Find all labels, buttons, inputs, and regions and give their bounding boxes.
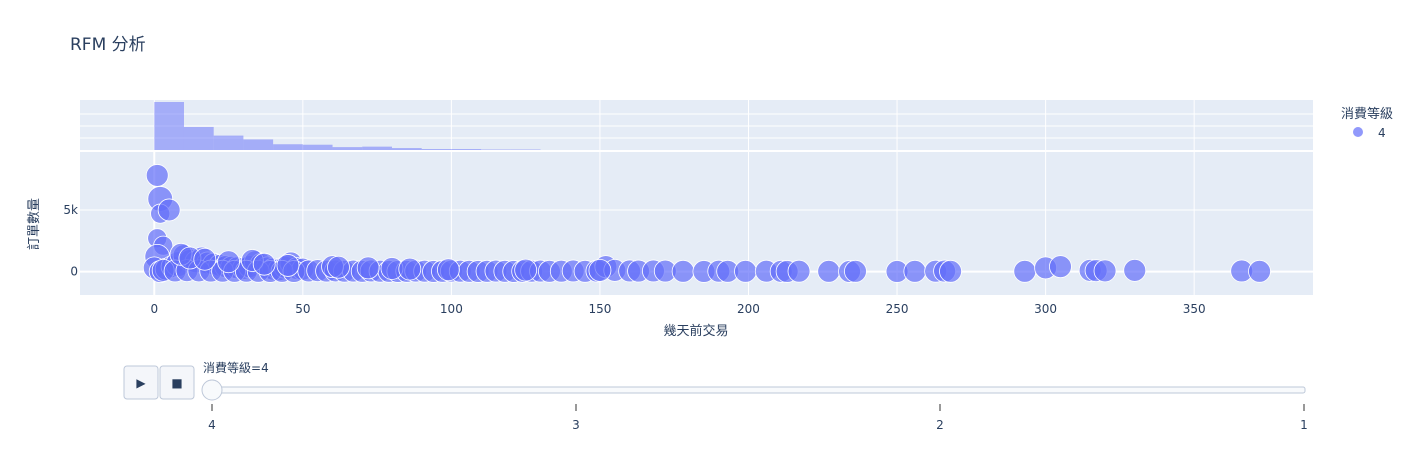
scatter-point [904, 260, 926, 282]
scatter-point [218, 251, 240, 273]
scatter-point [818, 260, 840, 282]
legend-title: 消費等級 [1341, 106, 1393, 122]
slider-step-label[interactable]: 2 [936, 418, 944, 432]
legend-item-label: 4 [1378, 126, 1386, 140]
histogram-bar [392, 148, 422, 150]
scatter-point [1094, 260, 1116, 282]
slider-current-value: 消費等級=4 [203, 360, 269, 375]
scatter-plot-area [80, 152, 1313, 295]
slider-step-label[interactable]: 3 [572, 418, 580, 432]
histogram-bar [422, 149, 452, 150]
histogram-bar [362, 147, 392, 150]
scatter-point [357, 257, 379, 279]
x-tick-label: 0 [150, 302, 158, 316]
x-tick-label: 100 [440, 302, 463, 316]
marginal-histogram [80, 100, 1313, 150]
scatter-point [515, 259, 537, 281]
x-tick-label: 300 [1034, 302, 1057, 316]
scatter-point [1049, 256, 1071, 278]
scatter-point [1014, 260, 1036, 282]
scatter-point [589, 259, 611, 281]
scatter-point [253, 253, 275, 275]
play-button[interactable]: ▶ [124, 366, 158, 399]
scatter-point [277, 254, 299, 276]
scatter-point [399, 258, 421, 280]
scatter-point [1124, 259, 1146, 281]
y-tick-label: 0 [70, 265, 78, 279]
scatter-point [1249, 260, 1271, 282]
histogram-bar [214, 136, 244, 150]
histogram-bar [184, 127, 214, 150]
scatter-point [437, 259, 459, 281]
x-tick-label: 200 [737, 302, 760, 316]
play-icon: ▶ [136, 376, 146, 390]
x-tick-label: 150 [588, 302, 611, 316]
stop-icon: ■ [171, 376, 182, 390]
legend-marker-icon [1353, 127, 1363, 137]
histogram-bar [154, 102, 184, 150]
scatter-point [327, 256, 349, 278]
scatter-point [788, 260, 810, 282]
slider-step-label[interactable]: 1 [1300, 418, 1308, 432]
y-axis-title: 訂單數量 [26, 198, 42, 250]
slider-handle[interactable] [202, 380, 222, 400]
slider-step-label[interactable]: 4 [208, 418, 216, 432]
scatter-point [194, 248, 216, 270]
x-tick-label: 50 [295, 302, 310, 316]
stop-button[interactable]: ■ [160, 366, 194, 399]
legend-item[interactable]: 4 [1353, 126, 1386, 140]
scatter-point [940, 260, 962, 282]
slider-ticks: 4 3 2 1 [208, 404, 1308, 432]
scatter-point [844, 260, 866, 282]
scatter-point [735, 260, 757, 282]
y-tick-label: 5k [63, 203, 78, 217]
x-tick-label: 350 [1183, 302, 1206, 316]
x-tick-label: 250 [886, 302, 909, 316]
scatter-point [158, 199, 180, 221]
x-axis-title: 幾天前交易 [663, 323, 728, 339]
scatter-point [672, 260, 694, 282]
histogram-bar [451, 149, 481, 150]
slider-rail[interactable] [212, 387, 1305, 393]
chart-title: RFM 分析 [70, 35, 146, 55]
histogram-bar [273, 144, 303, 150]
histogram-bar [303, 145, 333, 150]
histogram-bar [243, 139, 273, 150]
histogram-bar [333, 147, 363, 150]
animation-controls: ▶ ■ 消費等級=4 4 3 2 1 [124, 360, 1308, 432]
legend[interactable]: 消費等級 4 [1341, 106, 1393, 140]
scatter-point [146, 164, 168, 186]
